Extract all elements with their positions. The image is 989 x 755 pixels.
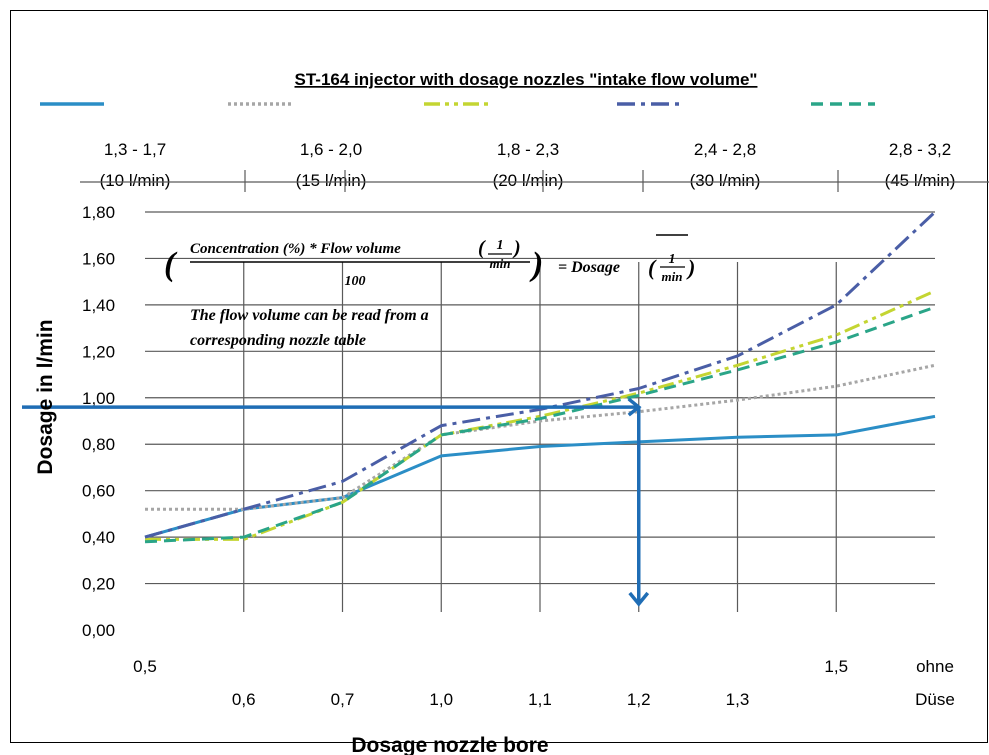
formula-numerator: Concentration (%) * Flow volume bbox=[190, 241, 401, 257]
x-tick-label: 0,6 bbox=[232, 690, 256, 709]
legend-label-3: 1,8 - 2,3 bbox=[497, 140, 559, 159]
chart-title: ST-164 injector with dosage nozzles "int… bbox=[295, 70, 758, 89]
legend-label-4: 2,4 - 2,8 bbox=[694, 140, 756, 159]
y-tick-label: 0,40 bbox=[82, 528, 115, 547]
formula-paren-right: ) bbox=[529, 246, 543, 283]
x-tick-label: 0,5 bbox=[133, 657, 157, 676]
y-tick-label: 1,60 bbox=[82, 249, 115, 268]
formula-result-paren-right: ) bbox=[686, 255, 695, 280]
y-tick-label: 1,00 bbox=[82, 389, 115, 408]
formula-unit-numerator: 1 bbox=[497, 238, 504, 253]
x-tick-label: Düse bbox=[915, 690, 955, 709]
legend-sublabel-3: (20 l/min) bbox=[493, 171, 564, 190]
x-tick-label: 1,3 bbox=[726, 690, 750, 709]
chart-frame bbox=[10, 10, 988, 743]
formula-result-paren-left: ( bbox=[648, 255, 657, 280]
series-line-4 bbox=[144, 210, 937, 539]
grid bbox=[145, 211, 935, 612]
x-tick-label: 1,0 bbox=[429, 690, 453, 709]
legend-sublabel-1: (10 l/min) bbox=[100, 171, 171, 190]
reading-guide bbox=[22, 397, 650, 607]
legend-sublabel-2: (15 l/min) bbox=[296, 171, 367, 190]
y-tick-label: 1,80 bbox=[82, 203, 115, 222]
formula-unit-paren-left: ( bbox=[478, 237, 486, 259]
y-tick-label: 0,80 bbox=[82, 435, 115, 454]
formula-annotation: ( Concentration (%) * Flow volume ( 1 mi… bbox=[164, 234, 695, 349]
legend-label-2: 1,6 - 2,0 bbox=[300, 140, 362, 159]
y-tick-label: 0,00 bbox=[82, 621, 115, 640]
y-tick-label: 0,60 bbox=[82, 482, 115, 501]
x-axis-title: Dosage nozzle bore bbox=[351, 734, 548, 755]
formula-result: = Dosage bbox=[558, 259, 620, 276]
x-tick-label: 1,2 bbox=[627, 690, 651, 709]
legend-sublabel-5: (45 l/min) bbox=[885, 171, 956, 190]
x-tick-label: 1,1 bbox=[528, 690, 552, 709]
x-tick-label: ohne bbox=[916, 657, 954, 676]
formula-denominator: 100 bbox=[345, 274, 366, 289]
series-line-5 bbox=[144, 305, 936, 544]
legend-sublabel-4: (30 l/min) bbox=[690, 171, 761, 190]
note-line-1: The flow volume can be read from a bbox=[190, 307, 429, 324]
note-line-2: corresponding nozzle table bbox=[190, 332, 366, 349]
formula-unit-paren-right: ) bbox=[512, 237, 521, 259]
y-axis-title: Dosage in l/min bbox=[34, 319, 57, 474]
y-tick-label: 1,40 bbox=[82, 296, 115, 315]
series-line-1 bbox=[144, 414, 936, 539]
formula-result-unit-denominator: min bbox=[662, 269, 683, 284]
legend-label-5: 2,8 - 3,2 bbox=[889, 140, 951, 159]
x-tick-label: 1,5 bbox=[824, 657, 848, 676]
x-tick-label: 0,7 bbox=[331, 690, 355, 709]
formula-unit-denominator: min bbox=[490, 256, 511, 271]
x-axis: 0,5 0,6 0,7 1,0 1,1 1,2 1,3 1,5 ohne Düse bbox=[133, 657, 955, 709]
legend-label-1: 1,3 - 1,7 bbox=[104, 140, 166, 159]
series-lines bbox=[144, 210, 937, 544]
formula-paren-left: ( bbox=[164, 246, 178, 283]
series-line-2 bbox=[145, 363, 936, 511]
y-tick-label: 1,20 bbox=[82, 342, 115, 361]
legend: 1,3 - 1,7 (10 l/min) 1,6 - 2,0 (15 l/min) 1,… bbox=[40, 102, 989, 192]
y-tick-label: 0,20 bbox=[82, 575, 115, 594]
y-axis: 0,00 0,20 0,40 0,60 0,80 1,00 1,20 1,40 1,60 1,80 bbox=[82, 203, 115, 640]
formula-result-unit-numerator: 1 bbox=[669, 252, 676, 267]
guide-arrowhead-down bbox=[628, 591, 650, 607]
